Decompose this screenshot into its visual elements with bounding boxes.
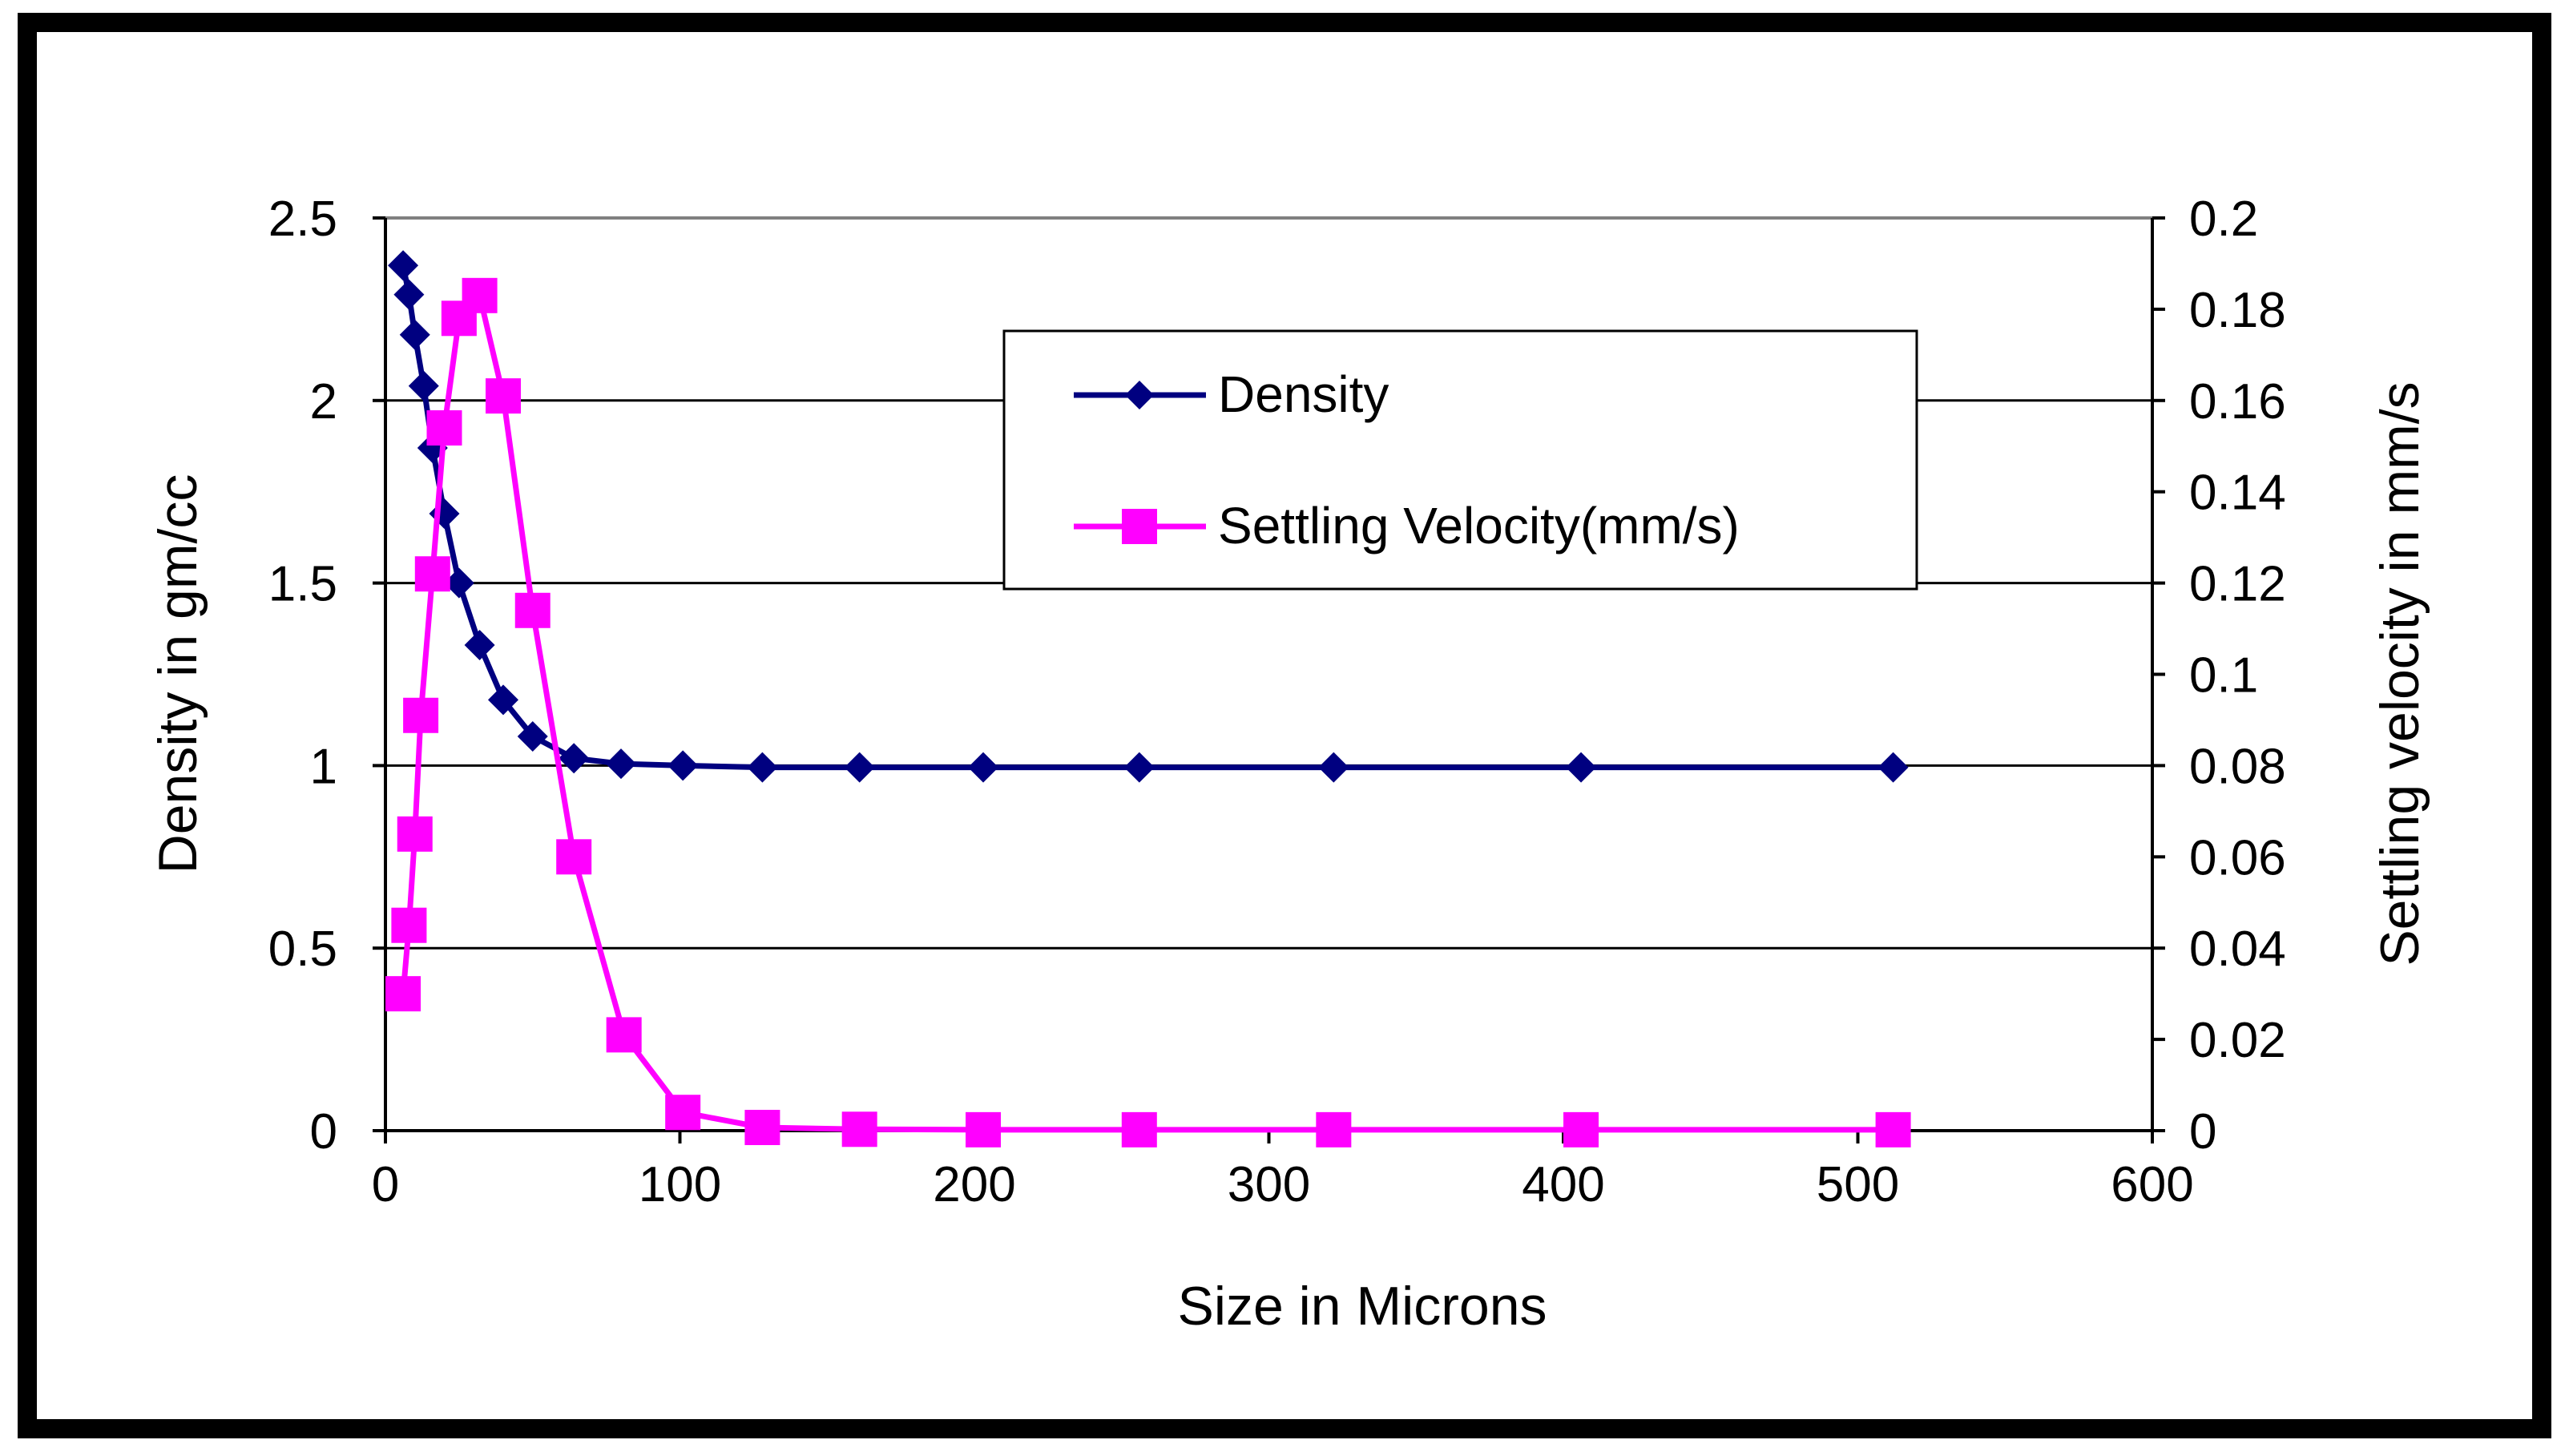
y2-tick-label: 0.2 (2189, 192, 2258, 247)
data-point-settling-velocity-mm-s (665, 1095, 701, 1131)
x-tick-label: 400 (1522, 1157, 1604, 1212)
y2-tick-label: 0.02 (2189, 1013, 2286, 1068)
data-point-settling-velocity-mm-s (486, 378, 521, 414)
data-point-settling-velocity-mm-s (1121, 1111, 1157, 1147)
data-point-settling-velocity-mm-s (966, 1111, 1002, 1147)
data-point-density (968, 752, 999, 783)
data-point-density (464, 630, 495, 661)
y-tick-label: 1 (310, 739, 337, 794)
data-point-settling-velocity-mm-s (426, 409, 462, 446)
data-point-settling-velocity-mm-s (556, 839, 592, 875)
data-point-density (408, 370, 439, 401)
y-tick-label: 0.5 (268, 922, 337, 977)
x-tick-label: 300 (1228, 1157, 1310, 1212)
data-point-settling-velocity-mm-s (1316, 1111, 1352, 1147)
data-point-settling-velocity-mm-s (606, 1017, 642, 1053)
y2-tick-label: 0 (2189, 1104, 2216, 1160)
y2-tick-label: 0.04 (2189, 922, 2286, 977)
y-tick-label: 1.5 (268, 557, 337, 612)
data-point-density (488, 684, 518, 716)
y-tick-label: 0 (310, 1104, 337, 1160)
data-point-density (1318, 752, 1349, 783)
x-tick-label: 100 (639, 1157, 721, 1212)
x-tick-label: 0 (372, 1157, 399, 1212)
y2-tick-label: 0.18 (2189, 283, 2286, 338)
y2-tick-label: 0.08 (2189, 739, 2286, 794)
data-point-settling-velocity-mm-s (841, 1111, 877, 1147)
y-tick-labels: 0 0.5 1 1.5 2 2.5 (268, 192, 385, 1160)
data-point-density (388, 250, 419, 281)
legend-velocity-marker (1122, 509, 1157, 544)
x-tick-label: 200 (933, 1157, 1015, 1212)
data-point-density (1877, 752, 1909, 783)
data-point-settling-velocity-mm-s (414, 556, 450, 592)
x-tick-label: 600 (2111, 1157, 2193, 1212)
data-point-settling-velocity-mm-s (397, 816, 433, 852)
data-point-settling-velocity-mm-s (391, 907, 427, 943)
data-point-settling-velocity-mm-s (462, 277, 498, 313)
data-point-settling-velocity-mm-s (403, 697, 439, 733)
series-layer (385, 250, 1911, 1147)
data-point-settling-velocity-mm-s (385, 976, 421, 1012)
y2-tick-label: 0.1 (2189, 648, 2258, 704)
data-point-density (399, 319, 430, 350)
data-point-settling-velocity-mm-s (744, 1110, 780, 1146)
x-tick-label: 500 (1817, 1157, 1899, 1212)
data-point-density (606, 748, 636, 780)
legend-box (1002, 329, 1918, 591)
x-axis-title: Size in Microns (1177, 1276, 1547, 1337)
legend-density-marker (1125, 381, 1154, 409)
legend: Density Settling Velocity(mm/s) (1002, 329, 1918, 591)
data-point-density (517, 720, 548, 752)
y-tick-label: 2.5 (268, 192, 337, 247)
data-point-density (443, 567, 474, 599)
y2-tick-label: 0.06 (2189, 830, 2286, 885)
data-point-density (1123, 752, 1155, 783)
data-point-density (393, 279, 425, 310)
legend-velocity-label: Settling Velocity(mm/s) (1218, 497, 1740, 555)
data-point-density (1566, 752, 1597, 783)
y-axis-title: Density in gm/cc (147, 474, 208, 874)
x-tick-labels: 0 100 200 300 400 500 600 (372, 1131, 2194, 1212)
data-point-density (844, 752, 875, 783)
legend-density-label: Density (1218, 365, 1389, 423)
y2-tick-label: 0.16 (2189, 374, 2286, 430)
data-point-settling-velocity-mm-s (1563, 1111, 1599, 1147)
data-point-density (559, 743, 590, 774)
data-point-density (747, 752, 778, 783)
y2-axis-title: Settling velocity in mm/s (2369, 381, 2430, 966)
series-line-settling-velocity-mm-s (400, 292, 1893, 1133)
y2-tick-labels: 0 0.02 0.04 0.06 0.08 0.1 0.12 0.14 0.16 0.18 0.2 (2152, 192, 2286, 1160)
data-point-settling-velocity-mm-s (514, 592, 550, 628)
data-point-settling-velocity-mm-s (1875, 1111, 1911, 1147)
y2-tick-label: 0.12 (2189, 557, 2286, 612)
y-tick-label: 2 (310, 374, 337, 430)
y2-tick-label: 0.14 (2189, 466, 2286, 521)
data-point-density (667, 750, 699, 781)
